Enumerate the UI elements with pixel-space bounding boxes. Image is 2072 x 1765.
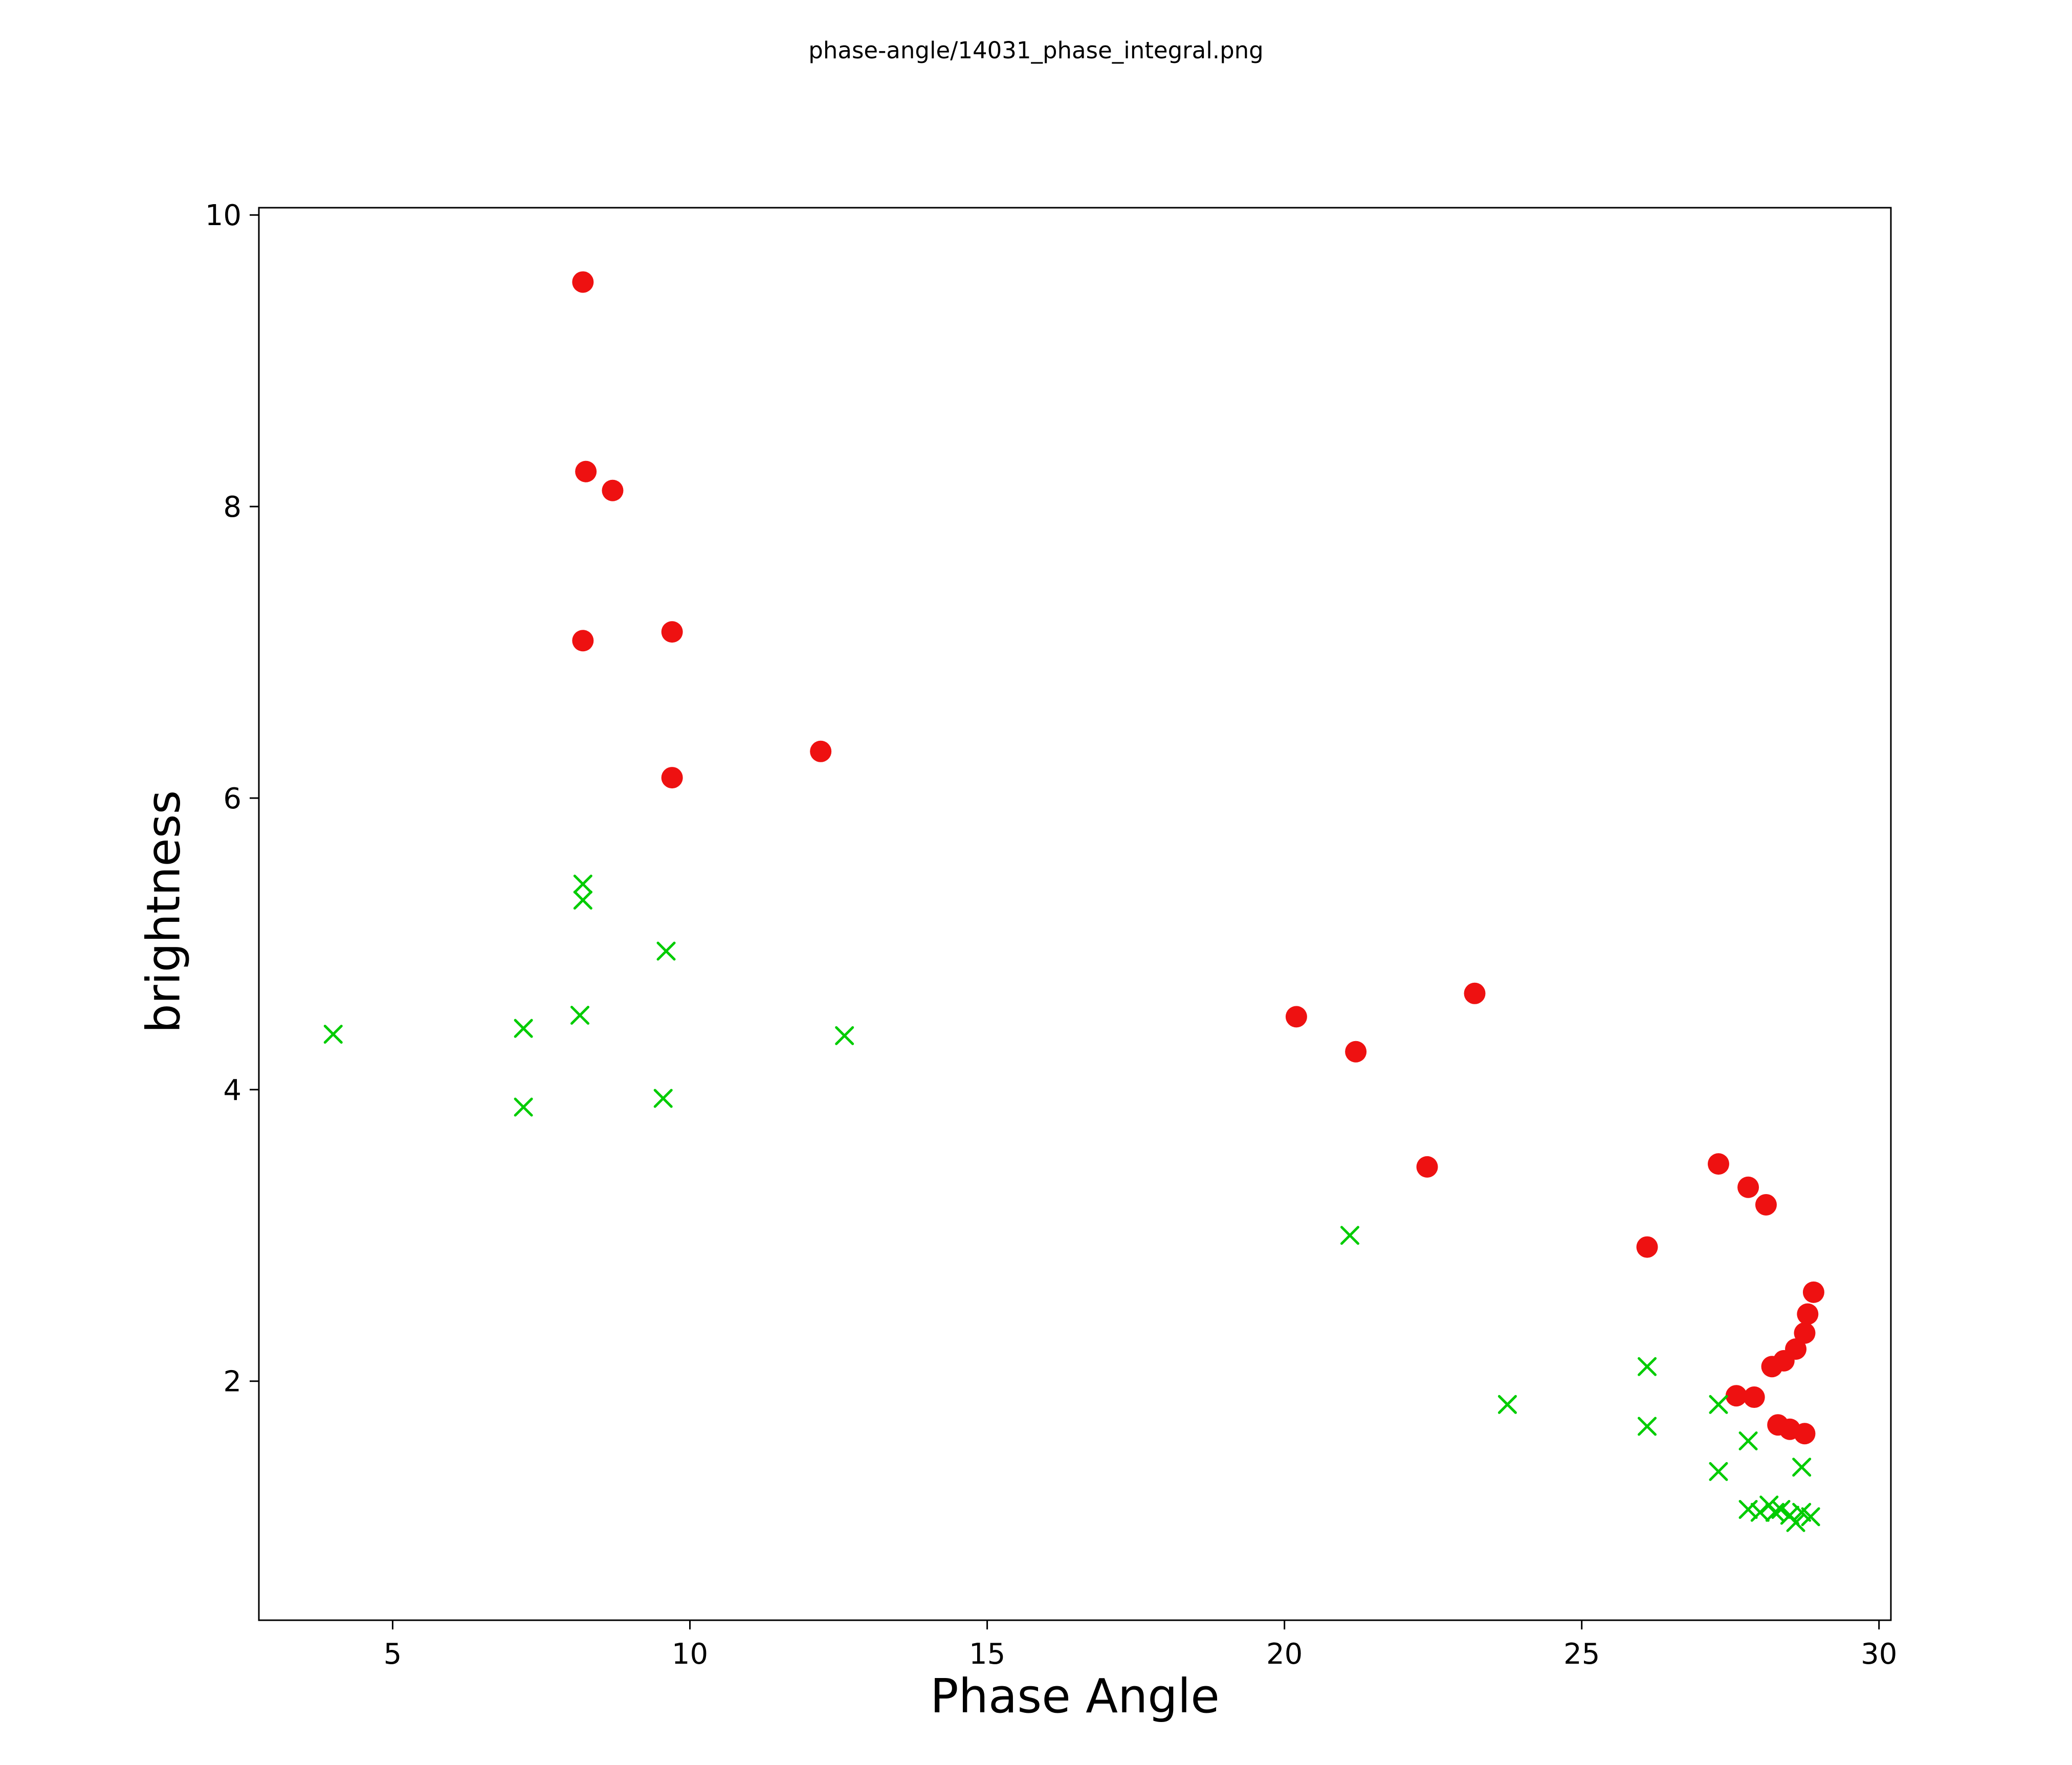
data-point-green-crosses: [573, 890, 592, 910]
x-tick-label: 15: [969, 1638, 1005, 1671]
data-point-red-circles: [575, 460, 597, 482]
data-point-red-circles: [1802, 1281, 1824, 1303]
data-point-green-crosses: [514, 1019, 533, 1038]
data-point-green-crosses: [1771, 1499, 1791, 1519]
data-point-green-crosses: [1792, 1503, 1812, 1522]
x-tick-label: 5: [384, 1638, 402, 1671]
data-point-red-circles: [602, 479, 624, 501]
y-tick-label: 4: [223, 1074, 241, 1107]
data-point-green-crosses: [1497, 1395, 1517, 1414]
data-point-green-crosses: [653, 1089, 673, 1108]
data-point-red-circles: [661, 621, 683, 643]
data-point-green-crosses: [1709, 1462, 1728, 1481]
data-point-red-circles: [1794, 1322, 1816, 1344]
axes-box: [258, 207, 1892, 1621]
data-point-green-crosses: [1709, 1395, 1728, 1414]
data-point-red-circles: [1285, 1006, 1307, 1028]
data-point-green-crosses: [1801, 1507, 1820, 1527]
data-point-green-crosses: [323, 1025, 343, 1044]
data-point-red-circles: [1743, 1386, 1765, 1408]
x-tick-label: 20: [1266, 1638, 1303, 1671]
data-point-green-crosses: [1738, 1431, 1758, 1451]
data-point-green-crosses: [1340, 1226, 1359, 1245]
data-point-red-circles: [661, 767, 683, 789]
y-tick-label: 8: [223, 491, 241, 524]
data-point-red-circles: [810, 740, 832, 762]
x-tick-label: 30: [1861, 1638, 1897, 1671]
data-point-red-circles: [1794, 1423, 1816, 1445]
y-tick-label: 6: [223, 782, 241, 815]
figure-title: phase-angle/14031_phase_integral.png: [808, 37, 1264, 64]
data-point-green-crosses: [573, 874, 592, 894]
data-point-red-circles: [1707, 1153, 1729, 1175]
y-tick-label: 2: [223, 1365, 241, 1399]
data-point-green-crosses: [1786, 1513, 1805, 1532]
data-point-red-circles: [1797, 1303, 1819, 1325]
data-point-green-crosses: [1638, 1417, 1657, 1436]
data-point-red-circles: [1636, 1236, 1658, 1258]
data-point-red-circles: [1345, 1041, 1367, 1063]
data-point-green-crosses: [570, 1006, 590, 1025]
data-point-red-circles: [1464, 982, 1486, 1004]
data-point-red-circles: [1416, 1156, 1438, 1178]
data-point-green-crosses: [656, 941, 676, 961]
data-point-green-crosses: [514, 1097, 533, 1117]
data-point-green-crosses: [1738, 1499, 1758, 1519]
data-point-green-crosses: [1638, 1357, 1657, 1376]
data-point-green-crosses: [1792, 1458, 1812, 1477]
data-point-red-circles: [1725, 1385, 1747, 1407]
data-point-red-circles: [1761, 1356, 1783, 1378]
x-tick-label: 25: [1563, 1638, 1600, 1671]
data-point-red-circles: [1737, 1176, 1759, 1198]
data-point-green-crosses: [835, 1026, 854, 1045]
x-tick-label: 10: [672, 1638, 708, 1671]
x-axis-label: Phase Angle: [930, 1669, 1220, 1724]
data-point-red-circles: [572, 630, 594, 652]
data-point-red-circles: [572, 271, 594, 293]
data-point-red-circles: [1755, 1194, 1777, 1216]
y-tick-label: 10: [205, 199, 241, 232]
